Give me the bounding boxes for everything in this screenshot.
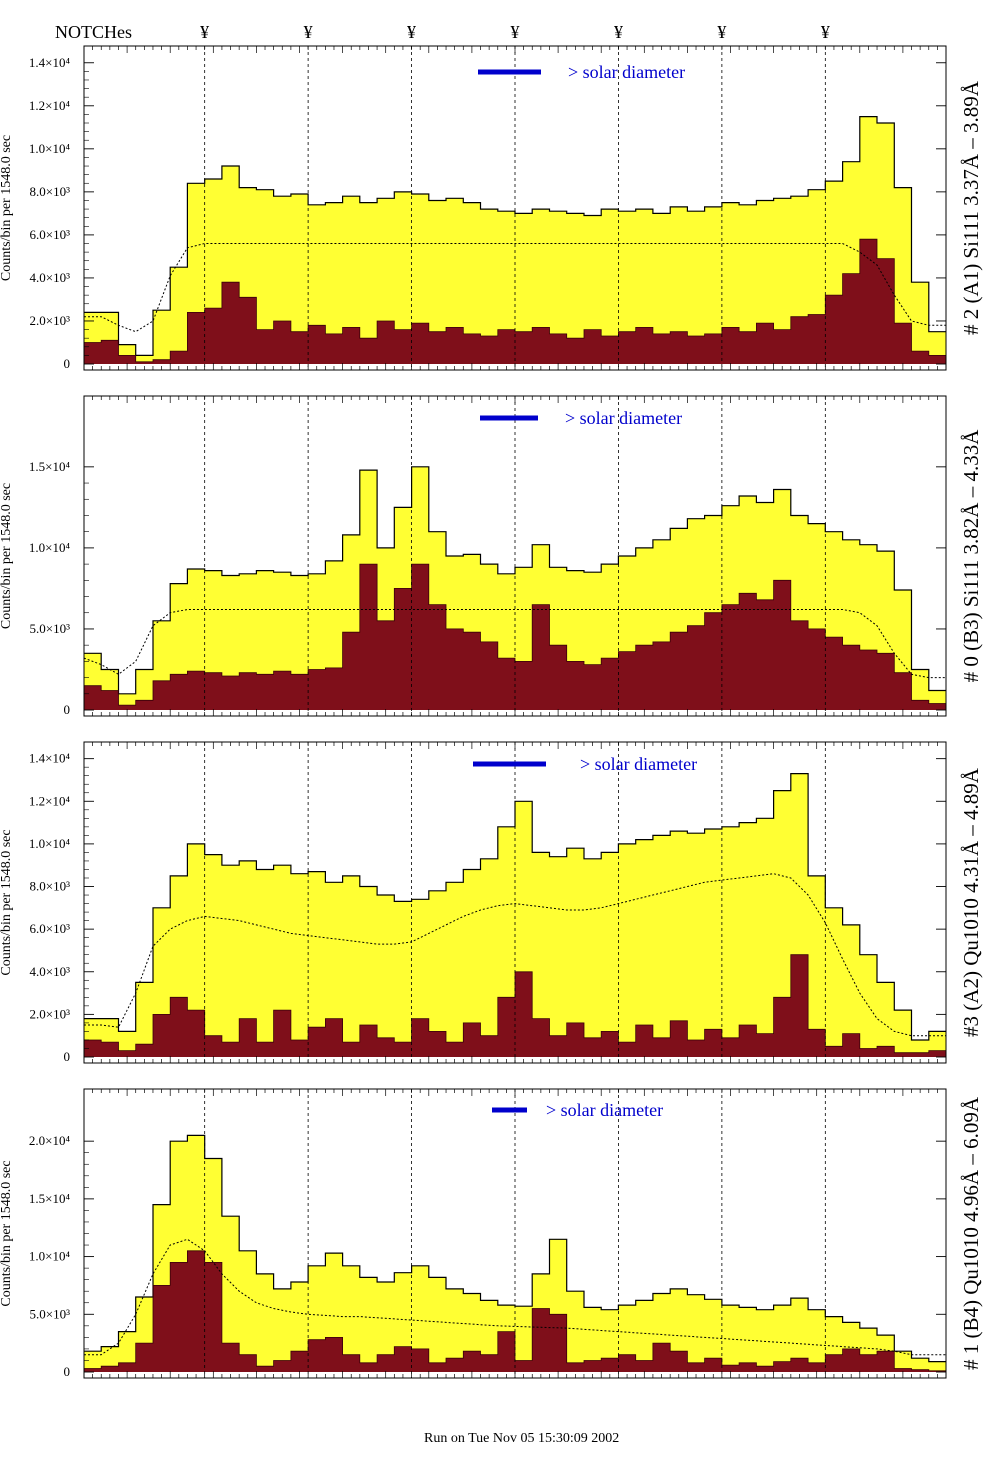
y-tick-label: 8.0×10³ [30,879,71,894]
y-tick-label: 5.0×10³ [30,621,71,636]
notches-label: NOTCHes [55,22,132,42]
legend-text: > solar diameter [568,62,685,82]
panel-title: #3 (A2) Qu1010 4.31Å – 4.89Å [959,767,983,1037]
smooth-curve [84,1238,946,1356]
y-axis-label: Counts/bin per 1548.0 sec [0,829,14,975]
y-tick-label: 6.0×10³ [30,227,71,242]
y-tick-label: 1.0×10⁴ [29,836,71,851]
chart-panel: 0 5.0×10³ 1.0×10⁴ 1.5×10⁴ Counts/bin per 154… [0,395,983,717]
chart-panel: 0 2.0×10³ 4.0×10³ 6.0×10³ 8.0×10³ 1.0×10⁴ 1.2×… [0,45,983,371]
foreground-outline [84,563,946,706]
y-tick-label: 6.0×10³ [30,921,71,936]
y-tick-label: 0 [64,702,71,717]
y-tick-label: 1.0×10⁴ [29,540,71,555]
y-tick-label: 2.0×10³ [30,313,71,328]
y-tick-label: 4.0×10³ [30,270,71,285]
notch-symbol: ¥ [407,22,416,42]
notch-symbol: ¥ [717,22,726,42]
y-tick-label: 2.0×10⁴ [29,1133,71,1148]
notch-header: NOTCHes ¥ ¥ ¥ ¥ ¥ ¥ ¥ [55,22,830,42]
notch-symbol: ¥ [200,22,209,42]
panel-title: # 0 (B3) Si111 3.82Å – 4.33Å [959,429,983,683]
envelope-outline [84,116,946,356]
y-tick-label: 1.2×10⁴ [29,98,71,113]
foreground-area [84,564,946,710]
y-tick-label: 1.0×10⁴ [29,141,71,156]
notch-symbol: ¥ [821,22,830,42]
notch-symbol: ¥ [511,22,520,42]
foreground-outline [84,1250,946,1372]
y-axis-label: Counts/bin per 1548.0 sec [0,483,14,629]
foreground-area [84,239,946,364]
envelope-area [84,773,946,1057]
foreground-area [84,954,946,1057]
envelope-outline [84,773,946,1041]
y-tick-label: 1.0×10⁴ [29,1249,71,1264]
chart-panel: 0 2.0×10³ 4.0×10³ 6.0×10³ 8.0×10³ 1.0×10⁴ 1.2×… [0,741,983,1064]
y-tick-label: 0 [64,1049,71,1064]
y-tick-label: 1.5×10⁴ [29,459,71,474]
legend-text: > solar diameter [546,1100,663,1120]
y-tick-label: 2.0×10³ [30,1006,71,1021]
legend-text: > solar diameter [565,408,682,428]
panel-title: # 2 (A1) Si111 3.37Å – 3.89Å [959,80,983,335]
y-tick-label: 8.0×10³ [30,184,71,199]
y-axis-label: Counts/bin per 1548.0 sec [0,1160,14,1306]
y-tick-label: 0 [64,1364,71,1379]
run-footer: Run on Tue Nov 05 15:30:09 2002 [424,1431,619,1446]
smooth-curve [84,873,946,1037]
legend-text: > solar diameter [580,754,697,774]
y-axis-label: Counts/bin per 1548.0 sec [0,135,14,281]
y-tick-label: 1.4×10⁴ [29,751,71,766]
y-tick-label: 1.2×10⁴ [29,793,71,808]
y-tick-label: 4.0×10³ [30,964,71,979]
y-tick-label: 0 [64,356,71,371]
foreground-outline [84,954,946,1054]
panel-title: # 1 (B4) Qu1010 4.96Å – 6.09Å [959,1096,983,1370]
y-tick-label: 1.4×10⁴ [29,55,71,70]
notch-markers: ¥ ¥ ¥ ¥ ¥ ¥ ¥ [200,22,830,42]
chart-panels: 0 2.0×10³ 4.0×10³ 6.0×10³ 8.0×10³ 1.0×10⁴ 1.2×… [0,45,983,1379]
smooth-curve [83,609,946,679]
y-tick-label: 5.0×10³ [30,1306,71,1321]
notch-symbol: ¥ [614,22,623,42]
envelope-area [84,1135,946,1372]
y-tick-label: 1.5×10⁴ [29,1191,71,1206]
chart-panel: 0 5.0×10³ 1.0×10⁴ 1.5×10⁴ 2.0×10⁴ Counts/bin … [0,1088,983,1379]
smooth-curve [84,243,946,333]
notch-symbol: ¥ [304,22,313,42]
